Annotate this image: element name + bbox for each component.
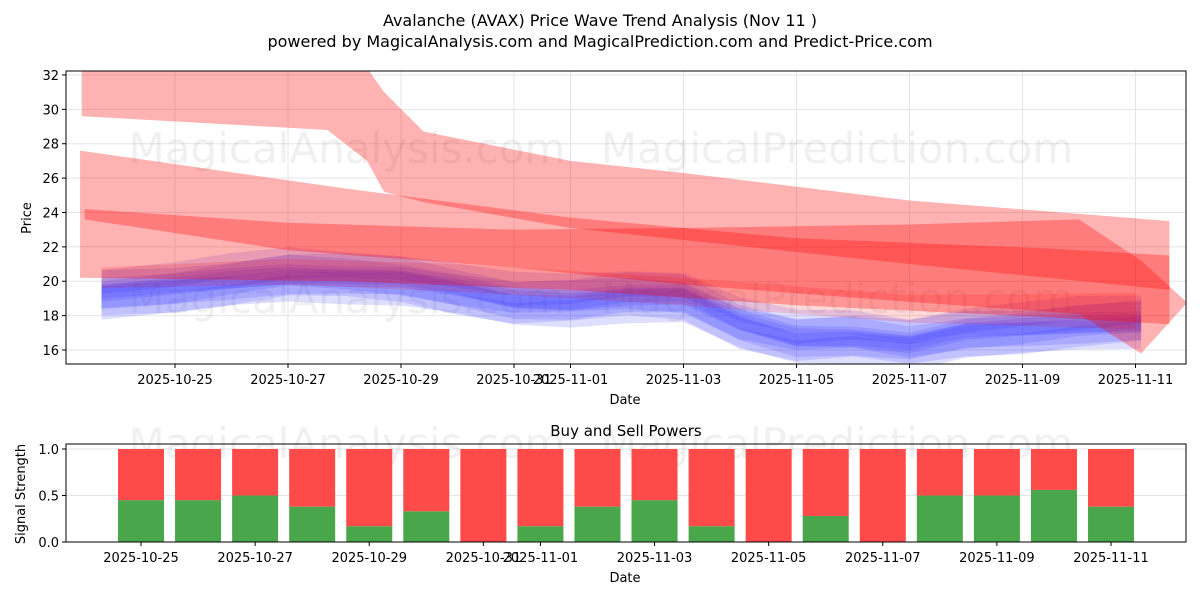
blue-wave-band	[101, 274, 1142, 364]
blue-wave-band	[101, 254, 1142, 358]
watermark: MagicalPrediction.com	[601, 274, 1074, 323]
blue-wave-band	[101, 271, 1142, 350]
buy-bar	[631, 500, 678, 542]
y-tick-label: 32	[42, 69, 59, 84]
watermark: MagicalAnalysis.com	[129, 124, 566, 173]
sell-bar	[631, 449, 678, 501]
y-tick-label: 18	[42, 310, 59, 325]
red-wave-band	[101, 258, 1136, 330]
sell-bar	[232, 449, 279, 496]
buy-bar	[574, 506, 621, 542]
sell-bar	[745, 449, 792, 542]
x-tick-label: 2025-11-09	[959, 551, 1035, 566]
bottom-plot-frame	[65, 443, 1187, 543]
top-x-axis-label: Date	[609, 393, 640, 408]
bottom-y-axis-label: Signal Strength	[14, 444, 29, 544]
x-tick-label: 2025-10-25	[137, 373, 213, 388]
y-tick-label: 16	[42, 344, 59, 359]
x-tick-label: 2025-10-27	[217, 551, 293, 566]
sell-bar	[802, 449, 849, 516]
buy-bar	[232, 495, 279, 542]
y-tick-label: 26	[42, 172, 59, 187]
buy-bar	[688, 526, 735, 542]
bands	[80, 71, 1186, 364]
x-tick-label: 2025-11-05	[731, 551, 807, 566]
buy-sell-plot: 0.00.51.0 MagicalAnalysis.com MagicalPredi…	[38, 419, 1187, 566]
sell-bar	[175, 449, 222, 501]
buy-bar	[802, 515, 849, 542]
sell-bar	[859, 449, 906, 542]
x-tick-label: 2025-11-07	[872, 373, 948, 388]
sell-bar	[916, 449, 963, 496]
sell-bar	[973, 449, 1020, 496]
bottom-x-axis-label: Date	[609, 571, 640, 586]
buy-bar	[175, 500, 222, 542]
x-tick-label: 2025-11-01	[503, 551, 579, 566]
sell-bar	[346, 449, 393, 527]
sell-bar	[688, 449, 735, 527]
y-tick-label: 0.0	[38, 536, 59, 551]
sell-bar	[1030, 449, 1077, 490]
buy-bar	[1030, 489, 1077, 542]
buy-bar	[118, 500, 164, 542]
blue-wave-band	[101, 269, 1142, 360]
y-tick-label: 1.0	[38, 443, 59, 458]
sell-bar	[517, 449, 564, 527]
bottom-chart-title: Buy and Sell Powers	[550, 422, 702, 440]
buy-bar	[517, 526, 564, 542]
sell-bar	[1088, 449, 1135, 507]
buy-bar	[289, 506, 336, 542]
blue-wave-band	[101, 247, 1142, 344]
x-tick-label: 2025-10-27	[250, 373, 326, 388]
sell-bar	[403, 449, 450, 512]
buy-bar	[346, 526, 393, 542]
y-tick-label: 30	[42, 103, 59, 118]
x-tick-label: 2025-11-07	[845, 551, 921, 566]
red-wave-band	[80, 150, 1170, 325]
top-plot-frame	[65, 70, 1187, 365]
sell-bar	[289, 449, 336, 507]
x-tick-label: 2025-11-05	[759, 373, 835, 388]
blue-wave-band	[101, 253, 1142, 345]
price-wave-plot: 16 18 20 22 24 26 28 30 32 2025-10-25 2025-10-27 20…	[42, 69, 1187, 388]
blue-wave-band	[101, 264, 1142, 354]
x-tick-label: 2025-11-03	[617, 551, 693, 566]
watermark: MagicalPrediction.com	[601, 124, 1074, 173]
sell-bar	[574, 449, 621, 507]
y-tick-label: 0.5	[38, 490, 59, 505]
buy-bar	[916, 495, 963, 542]
x-tick-label: 2025-10-25	[103, 551, 179, 566]
x-tick-label: 2025-11-11	[1098, 373, 1174, 388]
buy-bar	[973, 495, 1020, 542]
blue-wave-band	[101, 266, 1142, 364]
buy-bar	[1088, 506, 1135, 542]
x-tick-label: 2025-11-11	[1073, 551, 1149, 566]
red-wave-band	[84, 209, 1186, 354]
x-tick-label: 2025-10-31	[446, 551, 522, 566]
y-tick-label: 22	[42, 241, 59, 256]
watermark: MagicalAnalysis.com	[129, 274, 566, 323]
y-tick-label: 24	[42, 206, 59, 221]
x-tick-label: 2025-10-29	[331, 551, 407, 566]
y-tick-label: 20	[42, 275, 59, 290]
chart-title: Avalanche (AVAX) Price Wave Trend Analys…	[383, 11, 817, 30]
buy-bar	[403, 511, 450, 542]
sell-bar	[460, 449, 507, 542]
top-y-axis-label: Price	[20, 202, 35, 234]
y-tick-label: 28	[42, 138, 59, 153]
x-tick-label: 2025-10-31	[476, 373, 552, 388]
x-tick-label: 2025-11-09	[985, 373, 1061, 388]
chart-subtitle: powered by MagicalAnalysis.com and Magic…	[267, 32, 932, 51]
sell-bar	[118, 449, 164, 501]
red-wave-band	[81, 71, 1170, 290]
x-tick-label: 2025-11-01	[533, 373, 609, 388]
x-tick-label: 2025-11-03	[646, 373, 722, 388]
x-tick-label: 2025-10-29	[363, 373, 439, 388]
